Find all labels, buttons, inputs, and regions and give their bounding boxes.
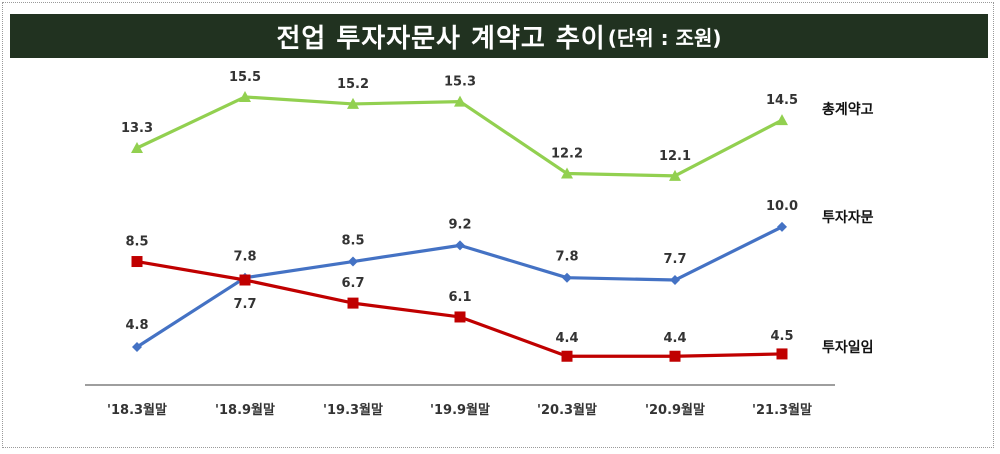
chart-frame <box>2 2 994 448</box>
data-point-marker <box>239 90 251 102</box>
data-point-marker <box>562 272 572 283</box>
data-point-marker <box>670 275 680 286</box>
chart-title-bar: 전업 투자자문사 계약고 추이 (단위 : 조원) <box>10 14 988 58</box>
data-label: 7.7 <box>663 252 686 267</box>
data-point-marker <box>347 97 359 109</box>
data-label: 7.8 <box>555 250 578 265</box>
data-point-marker <box>776 348 788 360</box>
series-name: 총계약고 <box>822 101 874 118</box>
data-label: 4.4 <box>555 331 578 346</box>
data-point-marker <box>776 114 788 126</box>
x-tick-label: '19.3월말 <box>323 402 383 418</box>
data-label: 9.2 <box>448 217 471 232</box>
x-tick-label: '20.3월말 <box>537 402 597 418</box>
data-label: 10.0 <box>766 199 798 214</box>
x-tick-label: '20.9월말 <box>645 402 705 418</box>
series-name: 투자일임 <box>822 340 874 356</box>
data-point-marker <box>131 142 143 153</box>
x-axis-ticks: '18.3월말 '18.9월말 '19.3월말 '19.9월말 '20.3월말 '20.9… <box>107 402 812 418</box>
data-point-marker <box>454 95 466 107</box>
data-label: 6.1 <box>448 290 471 305</box>
data-label: 4.8 <box>125 318 148 333</box>
data-point-marker <box>669 350 681 362</box>
data-label: 15.5 <box>229 70 261 85</box>
x-tick-label: '21.3월말 <box>752 402 812 418</box>
data-label: 15.2 <box>337 77 369 92</box>
data-label: 8.5 <box>125 235 148 250</box>
data-point-marker <box>777 221 787 232</box>
series-markers <box>131 90 788 362</box>
data-label: 14.5 <box>766 93 798 108</box>
data-label: 12.2 <box>551 147 583 162</box>
chart-title: 전업 투자자문사 계약고 추이 <box>276 23 606 54</box>
x-tick-label: '19.9월말 <box>430 402 490 418</box>
data-point-marker <box>561 167 573 179</box>
data-label: 7.8 <box>233 250 256 265</box>
data-label: 6.7 <box>341 276 364 291</box>
data-point-marker <box>132 342 142 352</box>
data-label: 12.1 <box>659 149 691 164</box>
data-label: 4.5 <box>770 329 793 344</box>
data-point-marker <box>239 274 251 286</box>
data-point-marker <box>131 256 143 268</box>
series-name: 투자자문 <box>822 210 874 226</box>
data-point-marker <box>347 297 359 309</box>
data-point-marker <box>561 350 573 362</box>
x-tick-label: '18.3월말 <box>107 402 167 418</box>
chart-unit: (단위 : 조원) <box>607 25 722 50</box>
data-label: 7.7 <box>233 297 256 312</box>
data-point-marker <box>455 240 465 251</box>
data-label: 4.4 <box>663 331 686 346</box>
data-labels: 13.3 15.5 15.2 15.3 12.2 12.1 14.5 4.8 7.8 8.5 9.2… <box>121 70 798 346</box>
data-point-marker <box>669 169 681 181</box>
data-point-marker <box>348 256 358 267</box>
series-line <box>136 95 783 178</box>
data-label: 13.3 <box>121 121 153 136</box>
data-label: 15.3 <box>444 75 476 90</box>
data-point-marker <box>454 311 466 323</box>
data-label: 8.5 <box>341 234 364 249</box>
x-tick-label: '18.9월말 <box>215 402 275 418</box>
